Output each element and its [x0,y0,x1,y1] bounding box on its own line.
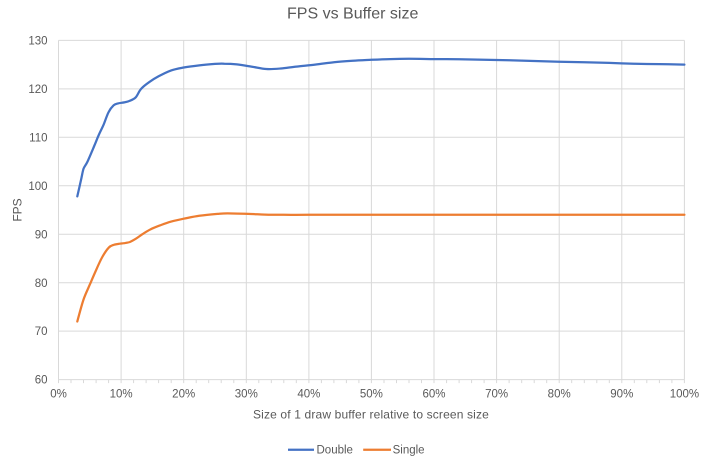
svg-text:70: 70 [35,326,48,338]
svg-text:10%: 10% [110,388,133,400]
svg-text:Size of 1 draw buffer relative: Size of 1 draw buffer relative to screen… [253,408,489,422]
svg-text:20%: 20% [172,388,195,400]
svg-text:90: 90 [35,229,48,241]
svg-text:40%: 40% [297,388,320,400]
svg-text:80: 80 [35,278,48,290]
svg-text:60: 60 [35,375,48,387]
svg-text:FPS vs Buffer size: FPS vs Buffer size [287,6,418,23]
svg-text:90%: 90% [610,388,633,400]
svg-text:60%: 60% [422,388,445,400]
svg-text:120: 120 [28,84,47,96]
svg-text:50%: 50% [360,388,383,400]
svg-text:70%: 70% [485,388,508,400]
svg-text:Double: Double [317,444,353,456]
svg-text:110: 110 [29,132,47,144]
svg-text:0%: 0% [50,388,67,400]
svg-text:80%: 80% [548,388,571,400]
svg-text:30%: 30% [235,388,258,400]
svg-text:Single: Single [393,444,425,456]
svg-text:130: 130 [28,36,47,48]
svg-text:100%: 100% [670,388,699,400]
svg-text:FPS: FPS [11,198,25,221]
svg-text:100: 100 [28,181,47,193]
